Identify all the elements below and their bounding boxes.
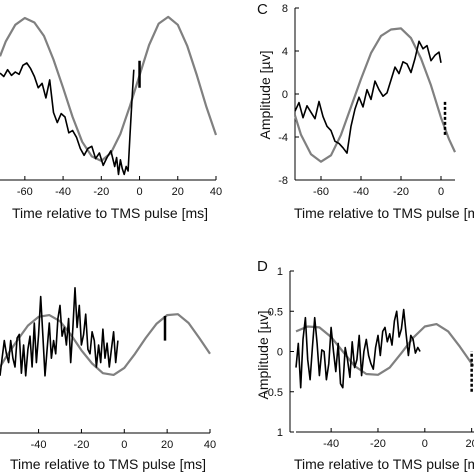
series-line-0 (293, 27, 456, 163)
series-line-0 (0, 313, 211, 376)
y-tick-label: 1 (277, 266, 283, 278)
x-tick-label: -40 (323, 438, 339, 450)
series-line-1 (0, 286, 119, 377)
series-line-1 (295, 308, 421, 389)
x-tick-label: -40 (31, 439, 47, 451)
series-line-1 (0, 62, 135, 176)
x-tick-label: -20 (93, 186, 109, 198)
series-line-0 (0, 15, 218, 162)
y-tick-label: -8 (278, 175, 288, 187)
x-tick-label: 40 (204, 439, 216, 451)
x-tick-label: -40 (55, 186, 71, 198)
y-tick-label: 8 (282, 3, 288, 15)
x-tick-label: -20 (370, 438, 386, 450)
y-tick-label: 1 (277, 427, 283, 439)
x-tick-label: -60 (17, 186, 33, 198)
x-tick-label: 0 (422, 438, 428, 450)
chart-panel-1: -60 -40 -20 0 8 4 0 -4 -8 Time relative to TMS pu… (257, 1, 474, 221)
x-axis-label: Time relative to TMS pulse [ms] (294, 205, 474, 221)
series-line-1 (294, 40, 442, 154)
x-tick-label: 20 (466, 438, 474, 450)
y-tick-label: -4 (278, 132, 288, 144)
x-tick-label: -40 (353, 186, 369, 198)
panel-label: D (257, 258, 268, 275)
y-axis-label: Amplitude [µv] (257, 51, 273, 140)
x-tick-label: 40 (210, 186, 222, 198)
panel-label: C (257, 1, 268, 18)
x-tick-label: 0 (438, 186, 444, 198)
x-axis-label: Time relative to TMS pulse [ms] (294, 456, 474, 472)
x-tick-label: 20 (172, 186, 184, 198)
x-axis-label: Time relative to TMS pulse [ms] (10, 456, 206, 472)
x-tick-label: -20 (73, 439, 89, 451)
y-tick-label: -0.5 (264, 387, 283, 399)
series-line-0 (295, 323, 474, 376)
x-axis-label: Time relative to TMS pulse [ms] (12, 205, 208, 221)
x-tick-label: 20 (161, 439, 173, 451)
x-tick-label: -20 (393, 186, 409, 198)
chart-panel-2: -40 -20 0 20 40 Time relative to TMS pulse [m… (0, 286, 216, 472)
x-tick-label: 0 (136, 186, 142, 198)
y-tick-label: 0 (282, 89, 288, 101)
y-axis-label: Amplitude [µv] (255, 311, 271, 400)
y-tick-label: 0 (277, 347, 283, 359)
x-tick-label: 0 (121, 439, 127, 451)
y-tick-label: 4 (282, 46, 288, 58)
y-tick-label: 0.5 (268, 306, 283, 318)
x-tick-label: -60 (313, 186, 329, 198)
chart-panel-3: -40 -20 0 20 1 0.5 0 -0.5 1 Time relative to TMS … (255, 258, 474, 472)
